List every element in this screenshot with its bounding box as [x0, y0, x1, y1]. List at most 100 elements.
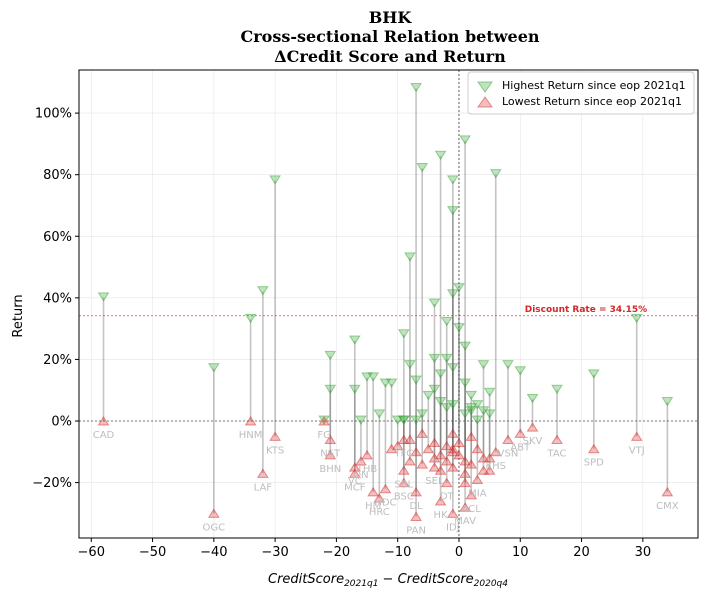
- x-tick-label: 0: [455, 545, 463, 560]
- x-tick-label: 30: [635, 545, 652, 560]
- reference-lines: [79, 70, 698, 538]
- low-return-marker: [502, 434, 514, 444]
- point-label: SPD: [584, 458, 604, 469]
- x-tick-label: −50: [139, 545, 166, 560]
- low-return-marker: [526, 422, 539, 432]
- high-return-marker: [348, 384, 361, 395]
- high-return-marker: [416, 409, 429, 419]
- low-return-marker: [483, 453, 496, 463]
- y-tick-label: 80%: [43, 168, 72, 183]
- low-return-marker: [551, 434, 563, 444]
- x-axis-label-main: CreditScore: [268, 572, 344, 587]
- low-return-marker: [379, 483, 392, 494]
- high-return-marker: [416, 163, 429, 173]
- point-label: NST: [320, 448, 341, 459]
- title-line-1: BHK: [369, 8, 413, 27]
- low-return-marker: [483, 465, 496, 475]
- high-return-marker: [410, 415, 422, 425]
- point-label: VSN: [498, 448, 519, 459]
- point-label: MIA: [468, 489, 487, 500]
- low-return-marker: [428, 437, 441, 448]
- high-return-marker: [587, 369, 600, 379]
- low-return-marker: [361, 449, 373, 460]
- low-return-marker: [404, 456, 416, 466]
- point-label: DL: [409, 501, 423, 512]
- low-return-marker: [514, 428, 527, 438]
- high-return-marker: [324, 350, 337, 361]
- high-return-marker: [428, 298, 441, 308]
- point-label: HDC: [374, 498, 396, 509]
- low-return-marker: [434, 496, 447, 506]
- high-return-marker: [207, 363, 220, 373]
- high-return-marker: [428, 384, 441, 395]
- high-return-marker: [391, 415, 404, 425]
- point-label: PAN: [406, 525, 426, 536]
- x-axis-label-sub2: 2020q4: [474, 579, 509, 589]
- high-return-marker: [465, 390, 478, 401]
- high-return-marker: [459, 409, 472, 419]
- high-return-marker: [410, 82, 422, 93]
- low-return-marker: [97, 416, 110, 426]
- point-label: HRC: [369, 507, 390, 518]
- high-return-marker: [256, 286, 269, 296]
- title-line-3: ΔCredit Score and Return: [274, 47, 506, 66]
- low-return-marker: [373, 493, 386, 503]
- low-return-marker: [324, 434, 337, 444]
- high-return-marker: [446, 175, 459, 185]
- low-return-marker: [428, 453, 441, 463]
- low-return-marker: [422, 443, 435, 454]
- high-return-marker: [440, 403, 453, 413]
- low-return-marker: [459, 502, 472, 512]
- low-return-marker: [440, 456, 453, 466]
- low-return-marker: [661, 486, 674, 497]
- legend-high-marker: [477, 81, 493, 93]
- high-return-marker: [434, 369, 447, 379]
- high-return-marker: [446, 400, 459, 410]
- discount-rate-label: Discount Rate = 34.15%: [525, 305, 647, 315]
- point-label: TAC: [547, 448, 567, 459]
- point-label: MCF: [344, 482, 366, 493]
- low-return-marker: [434, 465, 447, 475]
- x-tick-label: 20: [573, 545, 590, 560]
- low-return-marker: [397, 465, 410, 475]
- legend-box: [467, 71, 695, 115]
- point-label: THB: [356, 464, 378, 475]
- low-return-marker: [391, 440, 404, 451]
- legend-high-label: Highest Return since eop 2021q1: [502, 79, 686, 92]
- low-return-marker: [446, 446, 459, 457]
- point-label: VTJ: [629, 445, 645, 456]
- high-return-marker: [661, 397, 674, 407]
- title-line-2: Cross-sectional Relation between: [241, 27, 540, 46]
- point-label: MAV: [454, 516, 476, 527]
- low-return-marker: [453, 449, 465, 460]
- point-label: CAD: [93, 430, 115, 441]
- low-return-marker: [244, 416, 257, 426]
- plot-frame: [78, 69, 699, 539]
- y-tick-label: 40%: [43, 291, 72, 306]
- high-return-marker: [367, 372, 380, 382]
- point-label: HNM: [239, 430, 263, 441]
- y-tick-label: 100%: [35, 107, 72, 122]
- high-return-marker: [440, 353, 453, 364]
- low-return-marker: [416, 459, 429, 469]
- point-label: DT: [440, 492, 455, 503]
- high-return-marker: [97, 292, 110, 302]
- low-return-marker: [367, 486, 380, 497]
- low-return-marker: [324, 449, 337, 460]
- high-return-marker: [410, 375, 422, 385]
- point-label: KTS: [266, 445, 284, 456]
- y-tick-label: −20%: [32, 476, 72, 491]
- stems: [102, 88, 669, 517]
- low-return-marker: [416, 428, 429, 438]
- low-return-marker: [446, 428, 459, 438]
- point-label: BHN: [319, 464, 341, 475]
- high-return-marker: [379, 378, 392, 388]
- point-label: LAF: [254, 482, 273, 493]
- high-return-marker: [355, 415, 367, 425]
- high-return-marker: [404, 360, 416, 370]
- low-return-marker: [397, 477, 410, 488]
- high-return-marker: [434, 397, 447, 407]
- low-return-marker: [465, 459, 478, 469]
- high-return-marker: [404, 252, 416, 262]
- high-return-marker: [324, 384, 337, 395]
